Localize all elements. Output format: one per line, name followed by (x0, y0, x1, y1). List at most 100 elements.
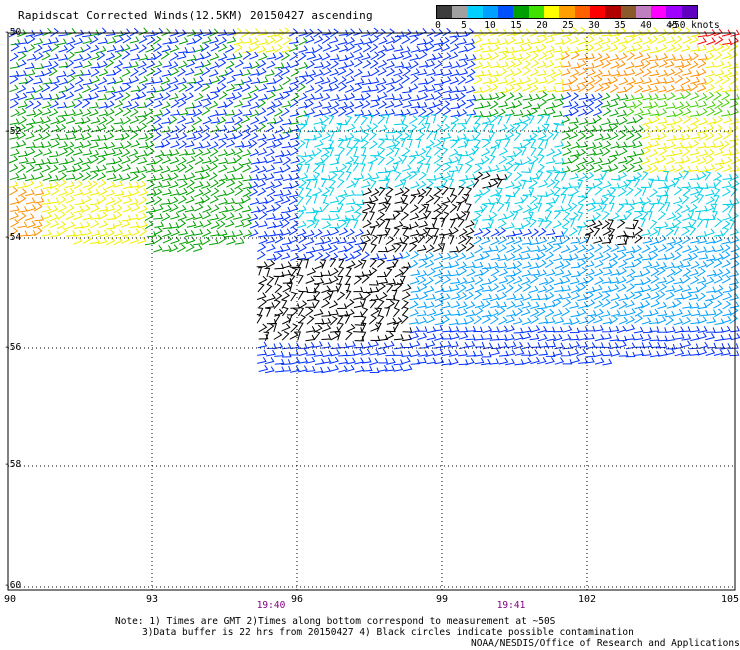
wind-barb (530, 315, 540, 325)
wind-barb (337, 275, 344, 286)
wind-barb (329, 158, 340, 166)
wind-barb (25, 213, 35, 221)
wind-barb (690, 76, 701, 85)
wind-barb (706, 286, 716, 293)
wind-barb (490, 52, 500, 61)
wind-barb (42, 182, 53, 190)
wind-barb (185, 83, 194, 92)
wind-barb (457, 277, 468, 286)
wind-barb (424, 123, 431, 133)
wind-barb (697, 68, 707, 77)
wind-barb (608, 154, 618, 164)
wind-barb (313, 93, 324, 100)
wind-barb (297, 163, 304, 174)
wind-barb (290, 180, 300, 189)
wind-barb (610, 69, 621, 77)
wind-barb (417, 212, 428, 221)
wind-barb (393, 93, 403, 101)
wind-barb (704, 124, 715, 133)
wind-barb (601, 237, 612, 244)
wind-barb (578, 83, 588, 93)
wind-barb (65, 83, 75, 92)
wind-barb (729, 172, 739, 181)
wind-barb (650, 267, 660, 277)
wind-barb (249, 85, 260, 94)
wind-barb (289, 77, 300, 85)
wind-barb (105, 196, 116, 205)
wind-barb (520, 252, 531, 260)
wind-barb (441, 114, 448, 125)
wind-barb (321, 324, 332, 332)
wind-barb (34, 52, 44, 61)
wind-barb (122, 182, 133, 190)
wind-barb (137, 60, 147, 69)
wind-barb (705, 258, 715, 268)
wind-barb (177, 219, 187, 229)
wind-barb (649, 219, 658, 230)
wind-barb (497, 301, 507, 308)
wind-barb (295, 266, 302, 277)
scale-swatch (574, 6, 590, 18)
wind-barb (146, 158, 156, 166)
wind-barb (698, 341, 709, 349)
wind-barb (305, 307, 314, 317)
wind-barb (424, 259, 435, 268)
wind-barb (393, 322, 400, 332)
wind-barb (522, 156, 532, 165)
wind-barb (113, 229, 124, 237)
wind-barb (273, 157, 283, 164)
wind-barb (562, 30, 572, 37)
wind-barb (226, 179, 236, 188)
wind-barb (74, 84, 84, 93)
wind-barb (129, 131, 139, 140)
wind-barb (297, 343, 308, 349)
wind-barb (73, 222, 84, 229)
wind-barb (81, 124, 92, 133)
wind-barb (410, 94, 421, 102)
wind-barb (570, 149, 580, 157)
wind-barb (625, 334, 635, 341)
wind-barb (570, 182, 581, 188)
wind-barb (256, 45, 267, 54)
wind-barb (449, 357, 459, 366)
wind-barb (689, 226, 697, 236)
wind-barb (409, 259, 419, 269)
wind-barb (729, 124, 739, 134)
wind-barb (722, 69, 732, 78)
wind-barb (281, 331, 290, 341)
wind-barb (433, 203, 443, 213)
wind-barb (640, 156, 651, 165)
wind-barb (322, 153, 330, 164)
wind-barb (98, 37, 108, 44)
wind-barb (385, 100, 395, 109)
wind-barb (337, 38, 348, 46)
wind-barb (482, 222, 492, 230)
wind-barb (129, 181, 140, 188)
wind-barb (274, 358, 285, 365)
wind-barb (138, 220, 148, 229)
wind-barb (618, 316, 629, 325)
wind-barb (713, 91, 722, 101)
wind-barb (657, 132, 667, 141)
wind-barb (344, 314, 351, 324)
wind-barb (465, 283, 475, 292)
wind-barb (505, 155, 515, 165)
wind-barb (418, 220, 429, 228)
wind-barb (617, 340, 627, 349)
wind-barb (280, 107, 290, 117)
wind-barb (449, 226, 459, 236)
wind-barb (216, 116, 227, 125)
wind-barb (593, 75, 603, 85)
wind-barb (65, 188, 75, 197)
wind-barb (289, 190, 299, 198)
wind-barb (698, 117, 708, 126)
wind-barb (689, 165, 700, 172)
wind-barb (610, 36, 620, 45)
wind-barb (218, 52, 228, 61)
wind-barb (306, 349, 316, 356)
wind-barb (234, 203, 244, 212)
wind-barb (554, 99, 565, 108)
wind-barb (585, 93, 596, 102)
scale-label: 35 (614, 20, 626, 31)
wind-barb (385, 214, 396, 220)
